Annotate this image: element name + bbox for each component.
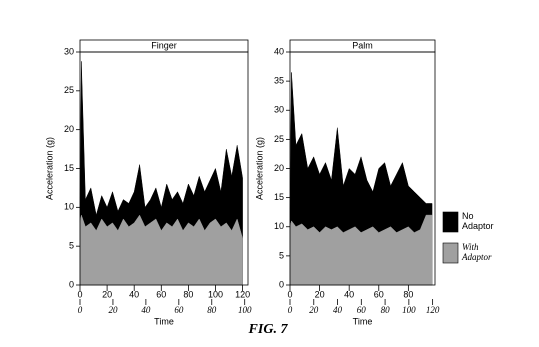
panel-title: Palm (352, 40, 373, 50)
y-tick-label: 5 (279, 250, 284, 260)
x2-tick-label: 40 (333, 305, 343, 315)
y-tick-label: 20 (64, 124, 74, 134)
x2-tick-label: 120 (426, 305, 440, 315)
y-tick-label: 15 (274, 192, 284, 202)
y-tick-label: 30 (64, 46, 74, 56)
x-tick-label: 120 (235, 289, 250, 299)
y-axis-label: Acceleration (g) (254, 137, 264, 200)
panel-title: Finger (151, 40, 177, 50)
legend-label: No Adaptor (462, 211, 494, 231)
x-axis-label: Time (154, 316, 174, 326)
x-tick-label: 20 (315, 289, 325, 299)
x-tick-label: 0 (287, 289, 292, 299)
x-tick-label: 40 (129, 289, 139, 299)
x2-tick-label: 40 (141, 305, 151, 315)
x2-tick-label: 60 (357, 305, 367, 315)
x-tick-label: 80 (403, 289, 413, 299)
y-tick-label: 10 (274, 221, 284, 231)
area (289, 214, 433, 286)
y-tick-label: 10 (64, 202, 74, 212)
x-tick-label: 0 (77, 289, 82, 299)
x2-tick-label: 80 (381, 305, 391, 315)
y-tick-label: 25 (64, 85, 74, 95)
y-axis-label: Acceleration (g) (44, 137, 54, 200)
y-tick-label: 25 (274, 134, 284, 144)
x2-tick-label: 0 (78, 305, 83, 315)
x2-tick-label: 100 (402, 305, 416, 315)
y-tick-label: 20 (274, 163, 284, 173)
x-tick-label: 100 (208, 289, 223, 299)
x-tick-label: 60 (374, 289, 384, 299)
y-tick-label: 0 (279, 279, 284, 289)
legend-label: With Adaptor (461, 242, 492, 262)
x2-tick-label: 100 (238, 305, 252, 315)
x-tick-label: 80 (183, 289, 193, 299)
legend-swatch (442, 211, 459, 233)
x-tick-label: 20 (102, 289, 112, 299)
y-tick-label: 30 (274, 105, 284, 115)
y-tick-label: 40 (274, 46, 284, 56)
x2-tick-label: 80 (207, 305, 217, 315)
x2-tick-label: 0 (288, 305, 293, 315)
x2-tick-label: 60 (174, 305, 184, 315)
x-tick-label: 40 (344, 289, 354, 299)
y-tick-label: 5 (69, 241, 74, 251)
x-tick-label: 60 (156, 289, 166, 299)
y-tick-label: 0 (69, 279, 74, 289)
x-axis-label: Time (353, 316, 373, 326)
x2-tick-label: 20 (309, 305, 319, 315)
x2-tick-label: 20 (108, 305, 118, 315)
area (79, 214, 243, 286)
y-tick-label: 15 (64, 163, 74, 173)
legend-swatch (442, 242, 459, 264)
y-tick-label: 35 (274, 76, 284, 86)
figure-caption: FIG. 7 (248, 322, 289, 337)
